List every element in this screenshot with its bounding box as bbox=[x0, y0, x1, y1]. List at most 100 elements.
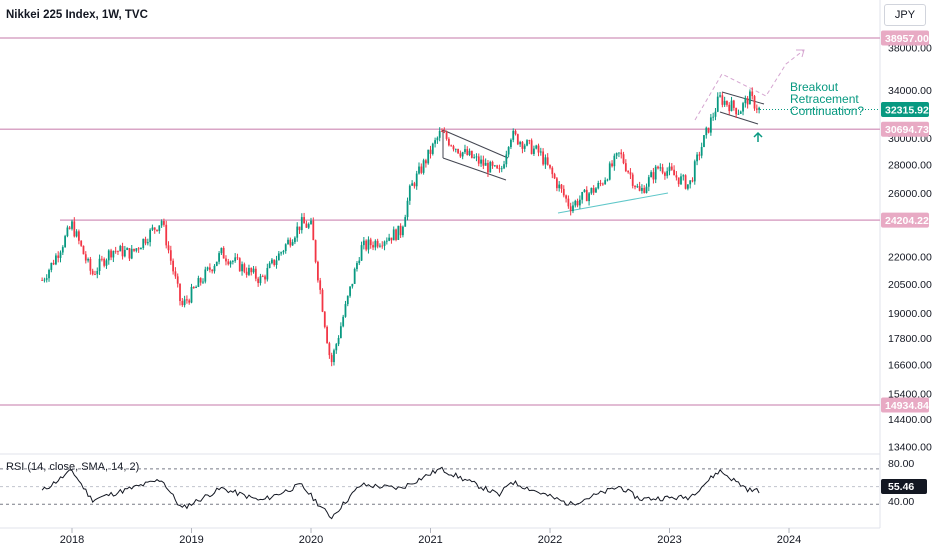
candle bbox=[604, 177, 607, 185]
candle bbox=[252, 265, 255, 274]
candle-body bbox=[562, 188, 565, 196]
candle bbox=[356, 261, 358, 272]
candle bbox=[195, 285, 197, 289]
candle bbox=[583, 189, 586, 193]
time-tick-label: 2021 bbox=[418, 534, 442, 546]
candle-body bbox=[64, 236, 67, 248]
candle bbox=[344, 300, 347, 318]
candle-body bbox=[280, 252, 283, 254]
candle bbox=[528, 139, 531, 145]
candle-body bbox=[682, 175, 685, 177]
candle bbox=[567, 195, 570, 209]
candle bbox=[714, 108, 717, 121]
candle bbox=[287, 237, 289, 245]
candle bbox=[475, 153, 478, 162]
candle-body bbox=[418, 166, 420, 174]
candle bbox=[503, 160, 505, 170]
candle bbox=[339, 322, 342, 339]
candle bbox=[555, 176, 558, 192]
candle-body bbox=[438, 131, 441, 138]
candle-body bbox=[546, 157, 549, 165]
candle-body bbox=[443, 131, 446, 133]
candle bbox=[659, 163, 662, 172]
level-badge-label: 14934.84 bbox=[885, 400, 929, 412]
candle-body bbox=[188, 300, 191, 303]
candle bbox=[250, 267, 253, 276]
candle bbox=[406, 197, 409, 221]
candle-body bbox=[254, 268, 257, 279]
candle bbox=[732, 99, 735, 111]
candle-body bbox=[71, 221, 73, 229]
candle-body bbox=[344, 304, 347, 317]
candle-body bbox=[689, 180, 692, 185]
candle bbox=[620, 149, 623, 159]
candle-body bbox=[307, 224, 310, 228]
candle bbox=[703, 134, 705, 148]
candle bbox=[123, 245, 126, 258]
candle-body bbox=[436, 137, 439, 141]
candle-body bbox=[413, 183, 416, 187]
candle bbox=[569, 202, 572, 216]
candle-body bbox=[482, 159, 485, 166]
candle bbox=[749, 89, 751, 105]
candle bbox=[666, 167, 669, 179]
candle bbox=[735, 107, 738, 119]
price-tick-label: 34000.00 bbox=[888, 85, 932, 97]
candle bbox=[627, 170, 630, 174]
candle-body bbox=[66, 227, 69, 237]
candle bbox=[71, 219, 73, 231]
candle bbox=[238, 257, 241, 272]
candle-body bbox=[367, 239, 370, 250]
candle-body bbox=[466, 149, 469, 155]
candle-body bbox=[592, 187, 595, 193]
candle bbox=[427, 149, 430, 165]
candle bbox=[163, 218, 165, 227]
candle bbox=[652, 167, 655, 184]
candle-body bbox=[383, 241, 386, 246]
candle-body bbox=[693, 161, 696, 182]
currency-selector[interactable]: JPY bbox=[884, 4, 926, 26]
candle-body bbox=[365, 240, 368, 250]
candle bbox=[358, 257, 361, 266]
rsi-line bbox=[41, 466, 760, 520]
candle bbox=[454, 148, 457, 153]
candle-body bbox=[57, 255, 60, 258]
candle-body bbox=[447, 138, 450, 146]
candle-body bbox=[652, 172, 655, 180]
candle-body bbox=[379, 245, 381, 247]
candle bbox=[192, 286, 195, 289]
candle bbox=[105, 258, 108, 269]
candle bbox=[526, 139, 528, 147]
candle-body bbox=[583, 189, 586, 193]
candle bbox=[434, 137, 436, 148]
candle-body bbox=[158, 225, 161, 231]
candle-body bbox=[392, 229, 395, 241]
candle-body bbox=[537, 145, 540, 153]
candle bbox=[641, 184, 643, 194]
time-tick-label: 2020 bbox=[299, 534, 323, 546]
candle bbox=[257, 276, 260, 287]
candle bbox=[202, 278, 204, 284]
candle bbox=[464, 144, 466, 155]
candle bbox=[544, 154, 547, 169]
annotation-line-2: Retracement bbox=[790, 92, 859, 106]
candle bbox=[560, 183, 563, 193]
flag-upper bbox=[721, 91, 765, 105]
candle bbox=[52, 259, 55, 266]
candle bbox=[680, 173, 682, 186]
candle bbox=[360, 241, 363, 262]
candle bbox=[707, 127, 710, 134]
candle bbox=[755, 104, 758, 114]
candle-body bbox=[316, 261, 319, 281]
candle bbox=[521, 141, 524, 154]
candle bbox=[100, 255, 103, 262]
candle-body bbox=[507, 147, 510, 155]
candle bbox=[466, 146, 469, 156]
candle-body bbox=[284, 244, 287, 252]
candle bbox=[585, 186, 588, 202]
candle bbox=[484, 158, 487, 166]
candle-body bbox=[339, 326, 342, 338]
candle-body bbox=[601, 183, 604, 185]
candle-body bbox=[565, 195, 567, 199]
candle bbox=[420, 163, 423, 175]
